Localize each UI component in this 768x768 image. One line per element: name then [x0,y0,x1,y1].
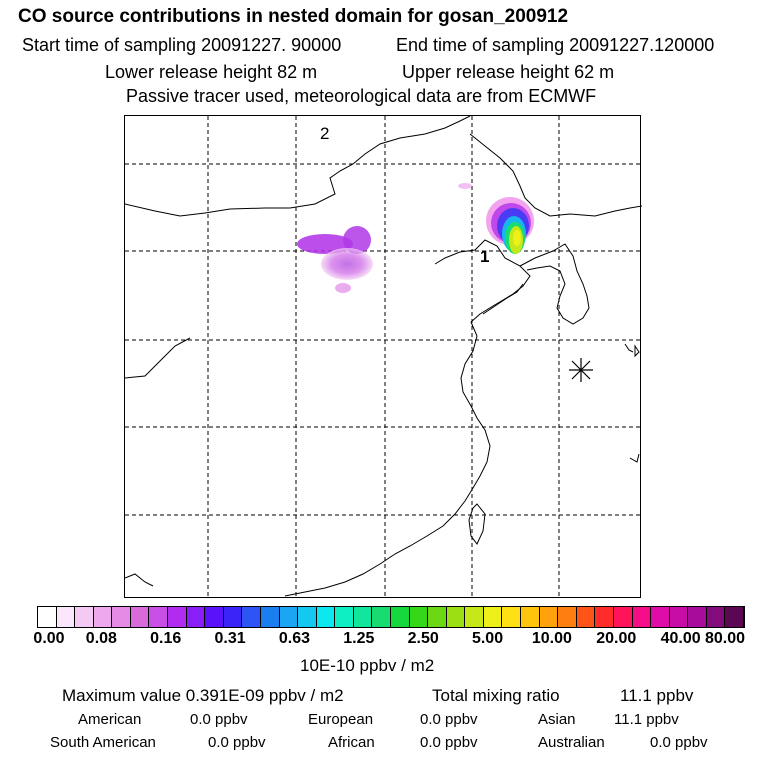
colorbar-swatch [93,607,113,627]
colorbar-swatch [186,607,206,627]
plot-title: CO source contributions in nested domain… [18,6,569,27]
colorbar-swatch [688,607,707,627]
colorbar-swatch [558,607,577,627]
colorbar-tick-label: 1.25 [343,630,375,647]
colorbar-swatch [112,607,131,627]
region-name: American [78,711,142,728]
colorbar-swatch [706,607,726,627]
colorbar-swatch [149,607,169,627]
max-value: Maximum value 0.391E-09 ppbv / m2 [62,686,344,705]
colorbar-swatch [260,607,280,627]
colorbar-swatch [316,607,336,627]
marker-label-2: 2 [320,124,329,143]
colorbar-swatch [75,607,94,627]
asterisk-icon [569,358,593,382]
coastlines [125,116,642,597]
colorbar-swatch [632,607,652,627]
upper-release-height: Upper release height 62 m [402,62,615,82]
colorbar-swatch [446,607,466,627]
lat-lon-grid [125,116,642,599]
region-value: 11.1 ppbv [614,711,679,728]
colorbar-swatch [669,607,689,627]
colorbar-swatch [335,607,354,627]
colorbar-tick-label: 0.63 [278,630,311,647]
colorbar-swatch [298,607,317,627]
region-value: 0.0 ppbv [190,711,248,728]
region-name: European [308,711,374,728]
colorbar-swatch [168,607,187,627]
colorbar-tick-label: 40.00 [660,630,701,647]
colorbar-tick-label: 80.00 [704,630,746,647]
colorbar-tick-label: 0.16 [150,630,182,647]
region-name: Asian [538,711,576,728]
colorbar-swatch [651,607,670,627]
colorbar-swatch [279,607,299,627]
colorbar-tick-label: 2.50 [407,630,439,647]
colorbar-swatch [595,607,614,627]
colorbar-swatch [38,607,57,627]
colorbar-swatch [409,607,429,627]
colorbar-tick-label: 0.31 [214,630,246,647]
plume-east [458,183,534,254]
colorbar-swatch [353,607,373,627]
map-canvas: 2 1 [125,116,642,599]
map-panel: 2 1 [124,115,642,599]
colorbar-swatch [205,607,224,627]
colorbar-swatch [223,607,243,627]
colorbar-swatch [372,607,391,627]
colorbar-tick-label: 5.00 [471,630,504,647]
region-name: African [328,734,375,751]
colorbar-swatch [465,607,484,627]
start-time: Start time of sampling 20091227. 90000 [22,35,342,55]
colorbar-swatch [428,607,447,627]
lower-release-height: Lower release height 82 m [105,62,318,82]
colorbar-tick-label: 0.00 [33,630,65,647]
colorbar-swatch [483,607,503,627]
colorbar-units: 10E-10 ppbv / m2 [300,656,435,675]
region-value: 0.0 ppbv [420,734,478,751]
marker-label-1: 1 [480,247,489,266]
region-value: 0.0 ppbv [650,734,708,751]
tracer-info: Passive tracer used, meteorological data… [126,86,597,106]
colorbar-swatch [521,607,540,627]
colorbar-swatch [576,607,596,627]
colorbar-swatch [242,607,261,627]
total-mixing-label: Total mixing ratio [432,686,560,705]
colorbar-tick-label: 10.00 [531,630,572,647]
colorbar-tick-label: 0.08 [85,630,117,647]
region-value: 0.0 ppbv [208,734,266,751]
colorbar-swatch [56,607,76,627]
colorbar-swatch [539,607,559,627]
region-value: 0.0 ppbv [420,711,478,728]
region-name: South American [50,734,156,751]
colorbar-tick-label: 20.00 [596,630,637,647]
colorbar-swatch [613,607,633,627]
colorbar [37,606,745,628]
colorbar-swatch [502,607,522,627]
colorbar-swatch [725,607,744,627]
colorbar-swatch [390,607,410,627]
colorbar-swatch [130,607,150,627]
total-mixing-value: 11.1 ppbv [620,686,694,705]
end-time: End time of sampling 20091227.120000 [396,35,715,55]
plume-west [297,226,373,293]
region-name: Australian [538,734,605,751]
